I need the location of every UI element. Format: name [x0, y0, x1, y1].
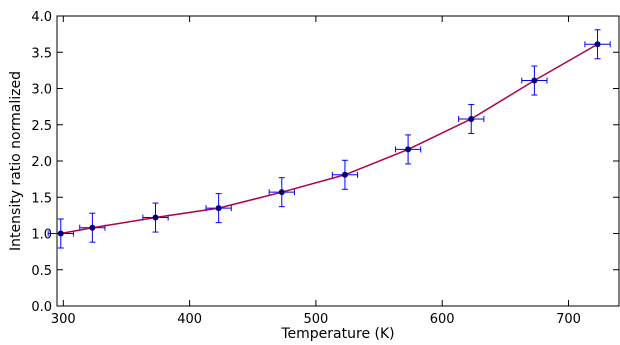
- y-axis-label: Intensity ratio normalized: [8, 71, 24, 251]
- plot-frame: [56, 15, 620, 307]
- y-tick-label: 0.5: [31, 264, 52, 279]
- data-point: [152, 214, 159, 221]
- y-tick-label: 3.0: [31, 83, 52, 98]
- x-tick-label: 600: [430, 312, 455, 327]
- error-bars: [47, 29, 611, 249]
- y-tick-label: 1.0: [31, 228, 52, 243]
- data-point: [594, 41, 601, 48]
- series-line-group: [60, 43, 598, 235]
- data-point: [531, 77, 538, 84]
- x-axis: 300 400 500 600 700: [51, 16, 581, 327]
- y-tick-label: 2.0: [31, 155, 52, 170]
- data-point: [341, 171, 348, 178]
- x-tick-label: 300: [51, 312, 76, 327]
- x-tick-label: 400: [177, 312, 202, 327]
- data-point: [405, 146, 412, 153]
- data-markers: [57, 41, 601, 237]
- data-point: [215, 205, 222, 212]
- x-tick-label: 500: [303, 312, 328, 327]
- y-tick-label: 4.0: [31, 10, 52, 25]
- data-point: [89, 224, 96, 231]
- data-point: [468, 115, 475, 122]
- data-point: [57, 230, 64, 237]
- y-tick-label: 1.5: [31, 191, 52, 206]
- y-tick-label: 2.5: [31, 119, 52, 134]
- y-tick-label: 3.5: [31, 46, 52, 61]
- x-tick-label: 700: [556, 312, 581, 327]
- y-tick-label: 0.0: [31, 300, 52, 315]
- data-point: [278, 189, 285, 196]
- y-axis: 0.0 0.5 1.0 1.5 2.0 2.5 3.0 3.5 4.0: [31, 10, 619, 315]
- x-axis-label: Temperature (K): [280, 326, 394, 342]
- series-line: [60, 43, 598, 235]
